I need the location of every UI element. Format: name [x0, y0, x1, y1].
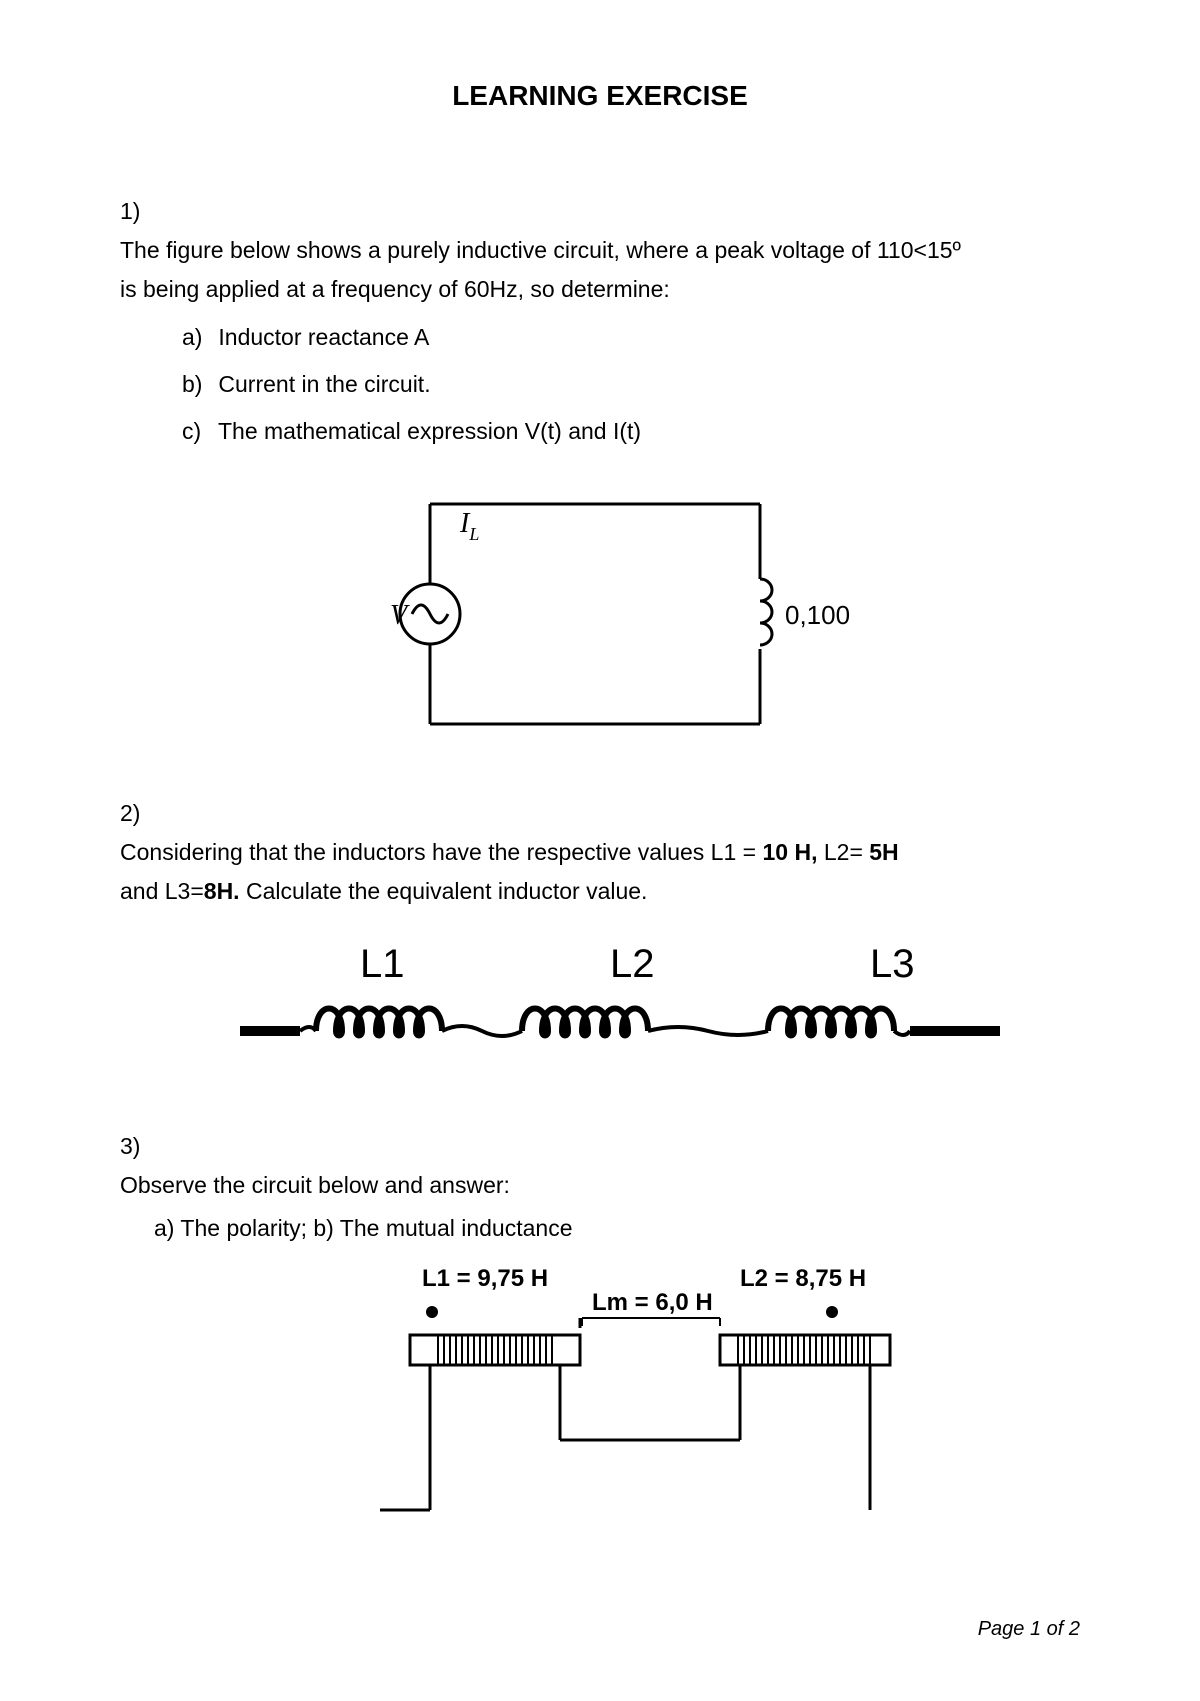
q1-sub-a-text: Inductor reactance A: [218, 324, 429, 350]
q1-sub-a-key: a): [182, 315, 212, 360]
circuit-1-svg: V IL 0,100 H: [350, 484, 850, 744]
q1-sub-c: c) The mathematical expression V(t) and …: [182, 409, 1080, 454]
q2-text: Considering that the inductors have the …: [120, 833, 1040, 911]
q1-line1: The figure below shows a purely inductiv…: [120, 237, 961, 263]
q2-line1d: 5H: [869, 839, 898, 865]
q1-number: 1): [120, 192, 154, 231]
q2-line1b: 10 H,: [762, 839, 817, 865]
q3-subline: a) The polarity; b) The mutual inductanc…: [120, 1209, 1080, 1248]
fig3-L1-label: L1 = 9,75 H: [422, 1265, 548, 1292]
fig2-L3-label: L3: [870, 942, 915, 986]
circuit-3-svg: L1 = 9,75 H L2 = 8,75 H Lm = 6,0 H: [340, 1260, 960, 1550]
question-1: 1) The figure below shows a purely induc…: [120, 192, 1080, 454]
fig1-I-label: IL: [459, 508, 479, 544]
q2-line1a: Considering that the inductors have the …: [120, 839, 762, 865]
circuit-2-svg: L1 L2 L3: [240, 941, 1060, 1071]
q2-line2c: Calculate the equivalent inductor value.: [240, 878, 648, 904]
figure-1: V IL 0,100 H: [350, 484, 850, 744]
figure-2: L1 L2 L3: [240, 941, 1060, 1071]
q1-sub-b-key: b): [182, 362, 212, 407]
q1-sub-a: a) Inductor reactance A: [182, 315, 1080, 360]
page-title: LEARNING EXERCISE: [120, 80, 1080, 112]
q1-sub-b: b) Current in the circuit.: [182, 362, 1080, 407]
fig3-L2-label: L2 = 8,75 H: [740, 1265, 866, 1292]
q2-number: 2): [120, 794, 154, 833]
q1-sub-c-key: c): [182, 409, 212, 454]
fig1-L-value: 0,100 H: [785, 600, 850, 630]
fig2-L1-label: L1: [360, 942, 405, 986]
q3-text: Observe the circuit below and answer:: [120, 1166, 1040, 1205]
fig3-dot-left: [426, 1306, 438, 1318]
fig3-dot-right: [826, 1306, 838, 1318]
q1-sub-c-text: The mathematical expression V(t) and I(t…: [218, 418, 641, 444]
q2-line2a: and L3=: [120, 878, 204, 904]
page: LEARNING EXERCISE 1) The figure below sh…: [0, 0, 1200, 1701]
q2-line1c: L2=: [817, 839, 869, 865]
fig3-Lm-label: Lm = 6,0 H: [592, 1289, 713, 1316]
fig1-V-label: V: [390, 600, 410, 631]
q1-sub-b-text: Current in the circuit.: [218, 371, 430, 397]
question-3: 3) Observe the circuit below and answer:: [120, 1127, 1080, 1205]
fig2-L2-label: L2: [610, 942, 655, 986]
q1-sublist: a) Inductor reactance A b) Current in th…: [120, 315, 1080, 454]
figure-3: L1 = 9,75 H L2 = 8,75 H Lm = 6,0 H: [340, 1260, 960, 1550]
q3-number: 3): [120, 1127, 154, 1166]
q1-text: The figure below shows a purely inductiv…: [120, 231, 1040, 309]
q1-line2: is being applied at a frequency of 60Hz,…: [120, 276, 670, 302]
page-footer: Page 1 of 2: [978, 1618, 1080, 1641]
q2-line2b: 8H.: [204, 878, 240, 904]
question-2: 2) Considering that the inductors have t…: [120, 794, 1080, 911]
